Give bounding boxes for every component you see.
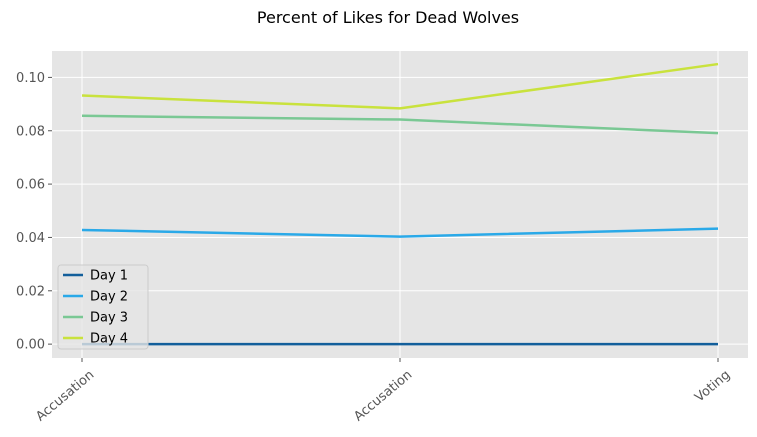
y-tick-label: 0.00: [16, 338, 45, 353]
series-line-day-2: [81, 227, 719, 238]
series-lines: [81, 62, 719, 346]
legend-label: Day 2: [90, 290, 128, 305]
series-line-day-3: [81, 114, 719, 135]
y-tick-label: 0.10: [16, 71, 45, 86]
legend-label: Day 4: [90, 332, 128, 347]
legend-label: Day 1: [90, 269, 128, 284]
x-tick-label: Accusation: [351, 368, 415, 425]
x-tick-label: Voting: [692, 368, 733, 406]
y-tick-label: 0.08: [16, 124, 45, 139]
legend-box: [57, 264, 149, 350]
chart-title: Percent of Likes for Dead Wolves: [257, 8, 519, 27]
y-tick-label: 0.02: [16, 284, 45, 299]
y-tick-label: 0.04: [16, 231, 45, 246]
y-tick-label: 0.06: [16, 178, 45, 193]
x-axis: Accusation Accusation Voting: [33, 358, 733, 425]
x-tick-label: Accusation: [33, 368, 97, 425]
series-line-day-4: [81, 62, 719, 110]
legend-label: Day 3: [90, 311, 128, 326]
legend: Day 1 Day 2 Day 3 Day 4: [57, 264, 149, 350]
y-axis: 0.00 0.02 0.04 0.06 0.08 0.10: [16, 71, 52, 353]
